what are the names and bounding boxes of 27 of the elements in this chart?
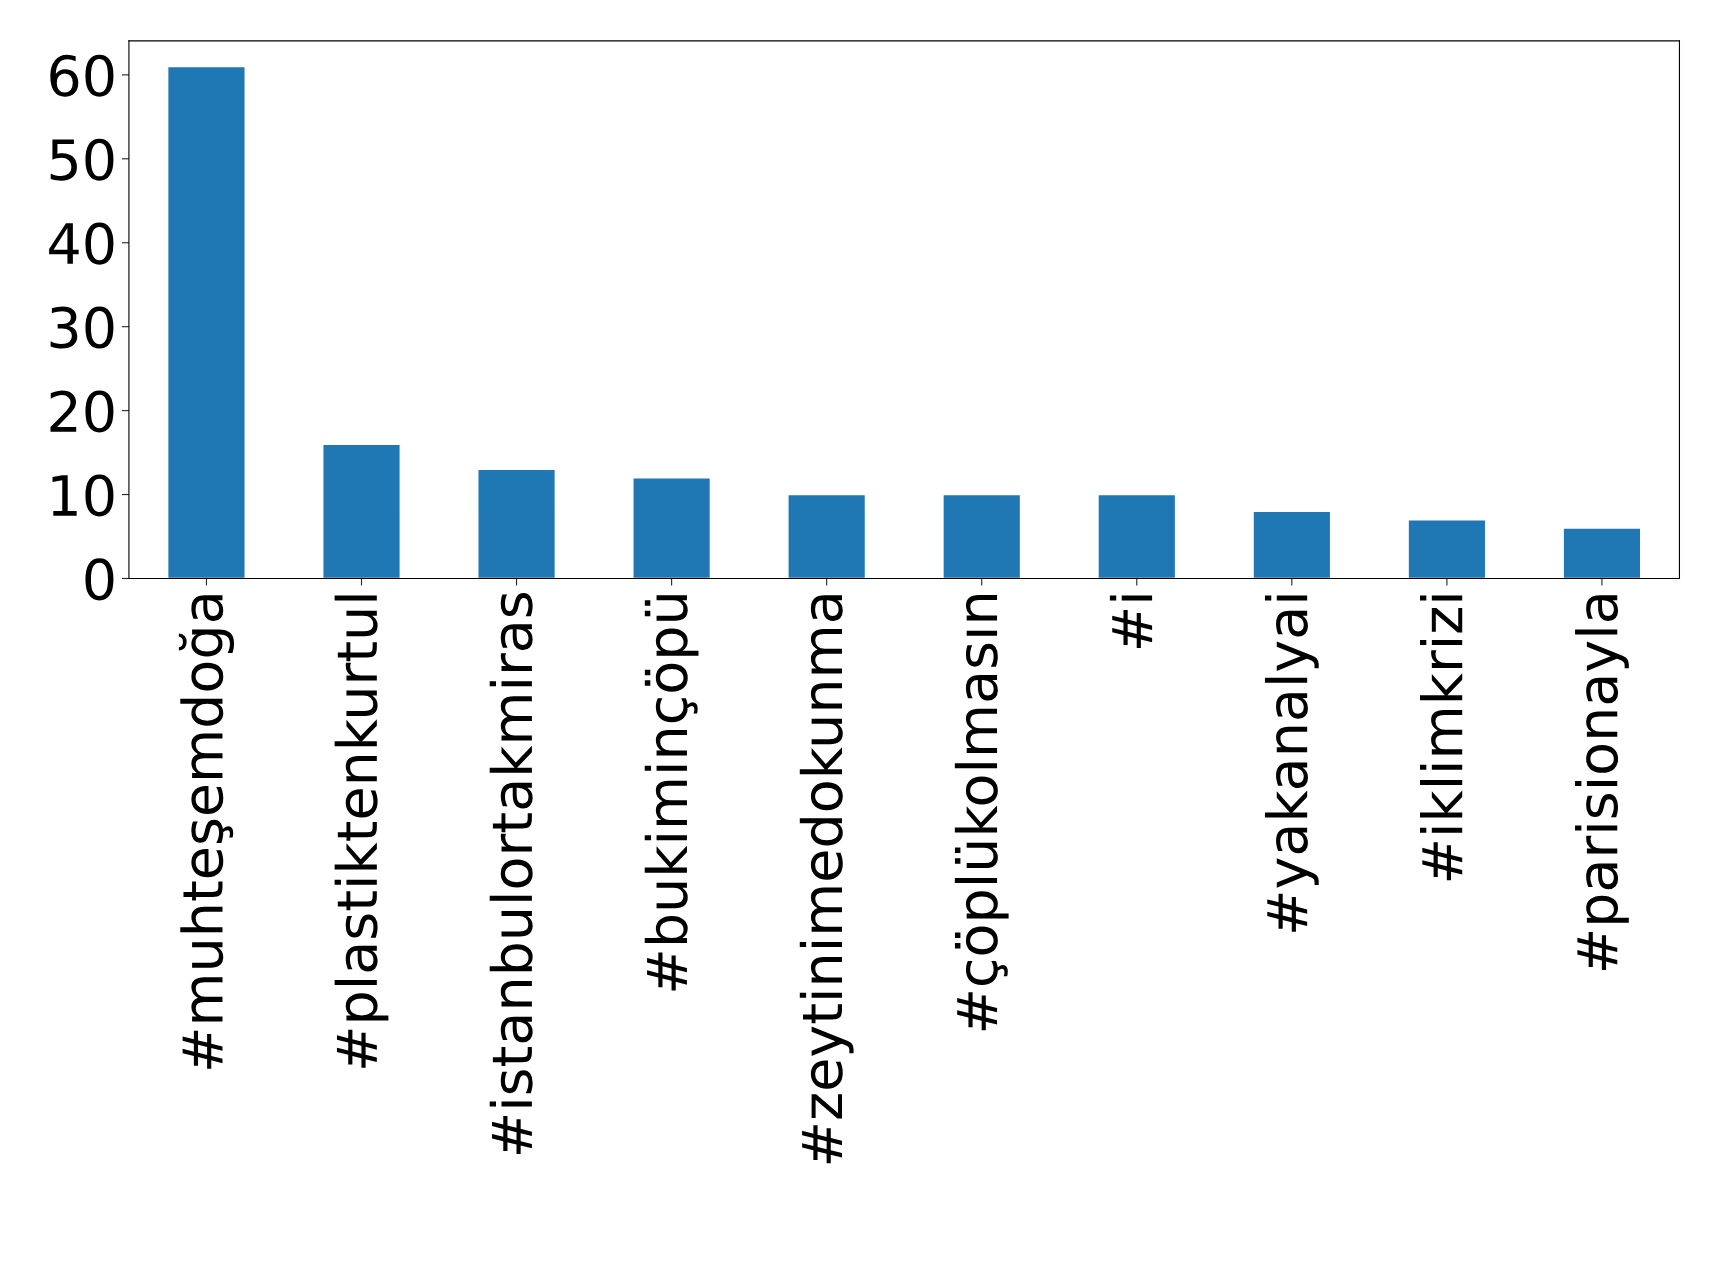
y-tick-label: 30 [50, 306, 114, 349]
bar [322, 443, 401, 579]
y-tick-label: 40 [49, 222, 114, 265]
x-tick-label: #iklimkrizi [1420, 595, 1463, 881]
y-tick-label: 0 [85, 558, 114, 601]
x-tick-label: #yakanalyai [1264, 595, 1319, 932]
x-tick-label: #i [1109, 595, 1153, 648]
bar [166, 65, 246, 579]
bar [1097, 493, 1177, 579]
bar [1252, 510, 1332, 579]
bar [1562, 527, 1642, 579]
y-tick-label: 20 [50, 390, 114, 433]
x-tick-label: #plastiktenkurtul [334, 595, 389, 1068]
x-tick-label: #parisionayla [1575, 595, 1629, 971]
bar [942, 493, 1022, 579]
x-tick-label: #istanbulortakmiras [489, 592, 533, 1155]
x-tick-label: #zeytinimedokunma [799, 595, 854, 1164]
x-tick-label: #bukiminçöpü [644, 595, 699, 991]
bar [632, 477, 712, 579]
y-tick-label: 50 [50, 138, 114, 181]
bar [477, 468, 557, 579]
bar [1407, 519, 1487, 579]
x-tick-label: #muhteşemdoğa [178, 595, 235, 1069]
x-tick-label: #çöplükolmasın [954, 595, 1009, 1031]
y-tick-label: 60 [50, 54, 114, 97]
bar [787, 493, 867, 579]
y-tick-label: 10 [52, 474, 114, 517]
